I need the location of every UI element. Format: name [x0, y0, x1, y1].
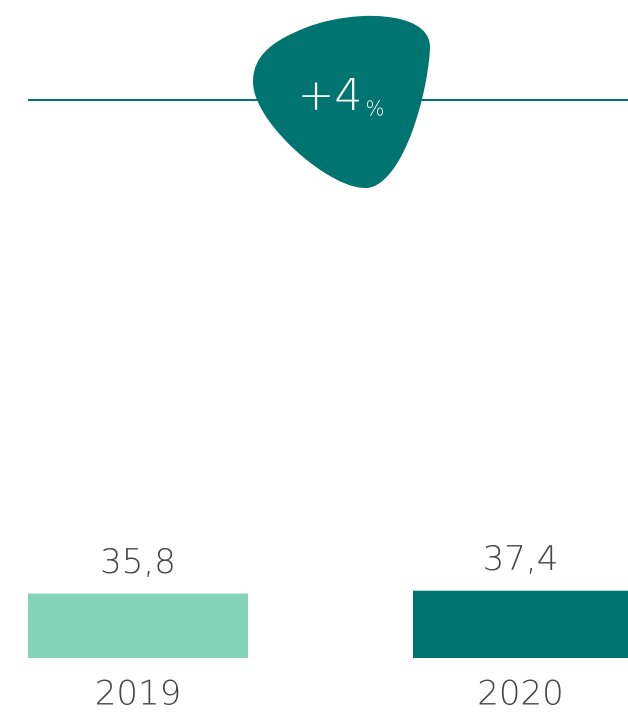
- change-badge: [253, 15, 431, 189]
- bar: [28, 593, 248, 658]
- bar: [413, 590, 628, 658]
- category-label: 2019: [95, 674, 182, 712]
- change-value: +4: [298, 70, 363, 121]
- value-label: 35,8: [100, 542, 176, 582]
- change-unit: %: [365, 97, 384, 121]
- value-label: 37,4: [483, 539, 559, 579]
- category-label: 2020: [477, 674, 564, 712]
